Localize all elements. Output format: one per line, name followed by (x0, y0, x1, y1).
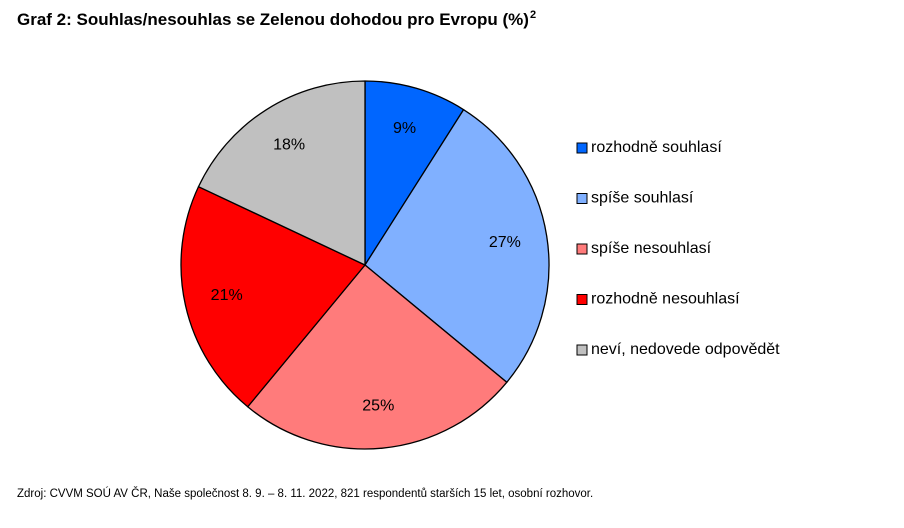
slice-value-label: 27% (489, 234, 521, 251)
title-footnote-mark: 2 (529, 9, 537, 21)
legend-swatch (576, 142, 588, 154)
chart-title: Graf 2: Souhlas/nesouhlas se Zelenou doh… (17, 9, 537, 29)
legend-swatch (576, 243, 588, 255)
legend-label: neví, nedovede odpovědět (591, 341, 780, 358)
pie-chart: 9% 27% 25% 21% 18% rozhodně souhlasí spíše so… (180, 80, 780, 450)
legend-label: spíše nesouhlasí (591, 240, 712, 257)
slice-value-label: 25% (362, 397, 394, 414)
pie-slice-spise-souhlasi (364, 108, 550, 383)
legend-item-spise-nesouhlasi: spíše nesouhlasí (576, 240, 712, 257)
legend-item-spise-souhlasi: spíše souhlasí (576, 190, 694, 207)
legend-label: spíše souhlasí (591, 190, 694, 207)
legend-label: rozhodně nesouhlasí (591, 291, 740, 308)
pie-slice-labels: 9% 27% 25% 21% 18% (211, 120, 521, 414)
pie-slices (180, 80, 550, 450)
pie-slice-rozhodne-nesouhlasi (180, 186, 366, 408)
pie-slice-nevi-nedovede-odpovedet (197, 80, 366, 266)
legend-swatch (576, 344, 588, 356)
source-note: Zdroj: CVVM SOÚ AV ČR, Naše společnost 8… (17, 488, 594, 500)
chart-legend: rozhodně souhlasí spíše souhlasí spíše nes… (576, 139, 780, 358)
legend-item-rozhodne-nesouhlasi: rozhodně nesouhlasí (576, 291, 740, 308)
slice-value-label: 21% (211, 287, 243, 304)
slice-value-label: 9% (393, 120, 416, 137)
slice-value-label: 18% (273, 137, 305, 154)
legend-swatch (576, 294, 588, 305)
legend-item-nevi-nedovede-odpovedet: neví, nedovede odpovědět (576, 341, 780, 358)
legend-swatch (576, 193, 588, 204)
legend-label: rozhodně souhlasí (591, 139, 722, 156)
pie-slice-spise-nesouhlasi (247, 264, 508, 450)
legend-item-rozhodne-souhlasi: rozhodně souhlasí (576, 139, 722, 156)
pie-slice-rozhodne-souhlasi (364, 80, 465, 266)
